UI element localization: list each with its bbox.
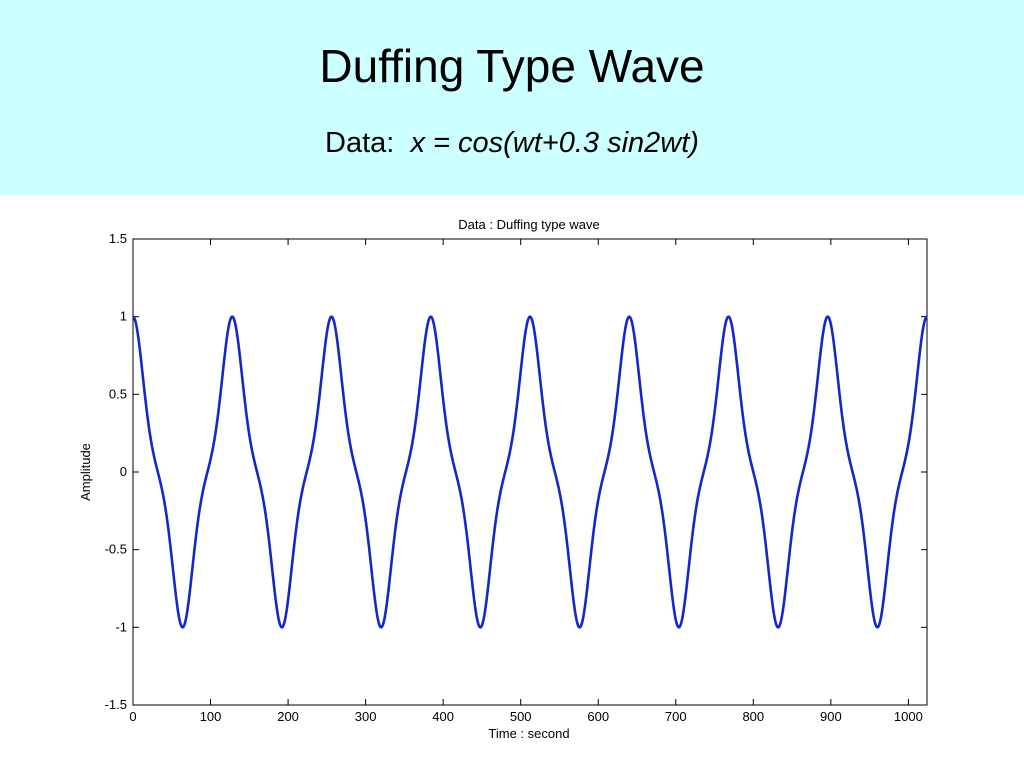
- x-tick-label: 400: [432, 709, 454, 724]
- subtitle-prefix: Data:: [325, 127, 411, 159]
- y-tick-label: 0.5: [109, 386, 127, 401]
- y-axis-label: Amplitude: [78, 443, 93, 501]
- slide-title: Duffing Type Wave: [319, 40, 705, 92]
- axis-ticks: 0 100 200 300 400 500 600 700 800 900 1000 -1.5 -1 -0…: [105, 231, 927, 724]
- x-tick-label: 100: [200, 709, 222, 724]
- x-tick-label: 600: [587, 709, 609, 724]
- x-tick-label: 800: [742, 709, 764, 724]
- y-tick-label: -1: [115, 619, 127, 634]
- title-banner: Duffing Type Wave Data: x = cos(wt+0.3 s…: [0, 0, 1024, 195]
- y-tick-label: 1.5: [109, 231, 127, 246]
- x-tick-label: 200: [277, 709, 299, 724]
- y-tick-label: 0: [120, 464, 127, 479]
- plot-area: [132, 238, 928, 706]
- x-tick-label: 1000: [894, 709, 923, 724]
- subtitle-formula: x = cos(wt+0.3 sin2wt): [410, 127, 699, 159]
- duffing-wave-chart: Data : Duffing type wave 0 100 200 300 400 50…: [78, 217, 928, 741]
- y-tick-label: -0.5: [105, 542, 127, 557]
- y-tick-label: 1: [120, 309, 127, 324]
- x-tick-label: 900: [820, 709, 842, 724]
- x-axis-label: Time : second: [488, 726, 569, 741]
- x-tick-label: 0: [129, 709, 136, 724]
- x-tick-label: 300: [355, 709, 377, 724]
- series-line-duffing: [132, 315, 928, 629]
- x-tick-label: 700: [665, 709, 687, 724]
- y-tick-label: -1.5: [105, 697, 127, 712]
- chart-title: Data : Duffing type wave: [458, 217, 599, 232]
- x-tick-label: 500: [510, 709, 532, 724]
- slide-subtitle: Data: x = cos(wt+0.3 sin2wt): [0, 125, 1024, 161]
